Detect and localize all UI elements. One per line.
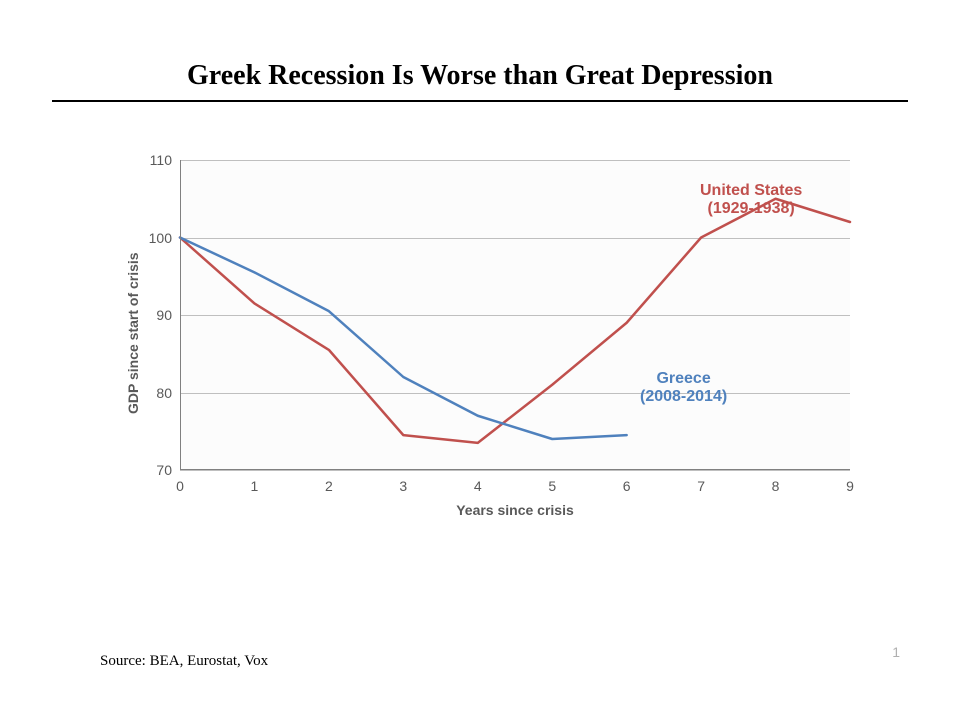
x-tick: 6 [617,478,637,494]
series-line-greece [180,238,627,440]
series-label-us: United States(1929-1938) [700,182,802,219]
series-label-line1: Greece [640,370,727,388]
x-tick: 2 [319,478,339,494]
series-label-line1: United States [700,182,802,200]
x-tick: 5 [542,478,562,494]
source-text: Source: BEA, Eurostat, Vox [100,653,268,670]
plot-area: United States(1929-1938) Greece(2008-2014… [180,160,850,470]
y-axis-line [180,160,181,470]
chart-title: Greek Recession Is Worse than Great Depr… [0,60,960,92]
gridline [180,470,850,471]
y-tick: 90 [140,307,172,323]
x-tick: 9 [840,478,860,494]
y-tick: 110 [140,152,172,168]
series-label-greece: Greece(2008-2014) [640,370,727,407]
y-tick: 100 [140,230,172,246]
x-tick: 4 [468,478,488,494]
x-axis-label: Years since crisis [180,502,850,518]
series-label-line2: (1929-1938) [700,200,802,218]
series-line-us [180,199,850,443]
y-axis-label: GDP since start of crisis [125,253,141,415]
y-tick: 80 [140,385,172,401]
page-number: 1 [892,644,900,660]
y-tick: 70 [140,462,172,478]
series-label-line2: (2008-2014) [640,388,727,406]
x-tick: 7 [691,478,711,494]
x-tick: 3 [393,478,413,494]
x-tick: 8 [766,478,786,494]
page: Greek Recession Is Worse than Great Depr… [0,0,960,720]
x-tick: 0 [170,478,190,494]
x-tick: 1 [244,478,264,494]
title-underline [52,100,908,102]
x-axis-line [180,469,850,470]
chart-area: United States(1929-1938) Greece(2008-2014… [100,150,880,550]
